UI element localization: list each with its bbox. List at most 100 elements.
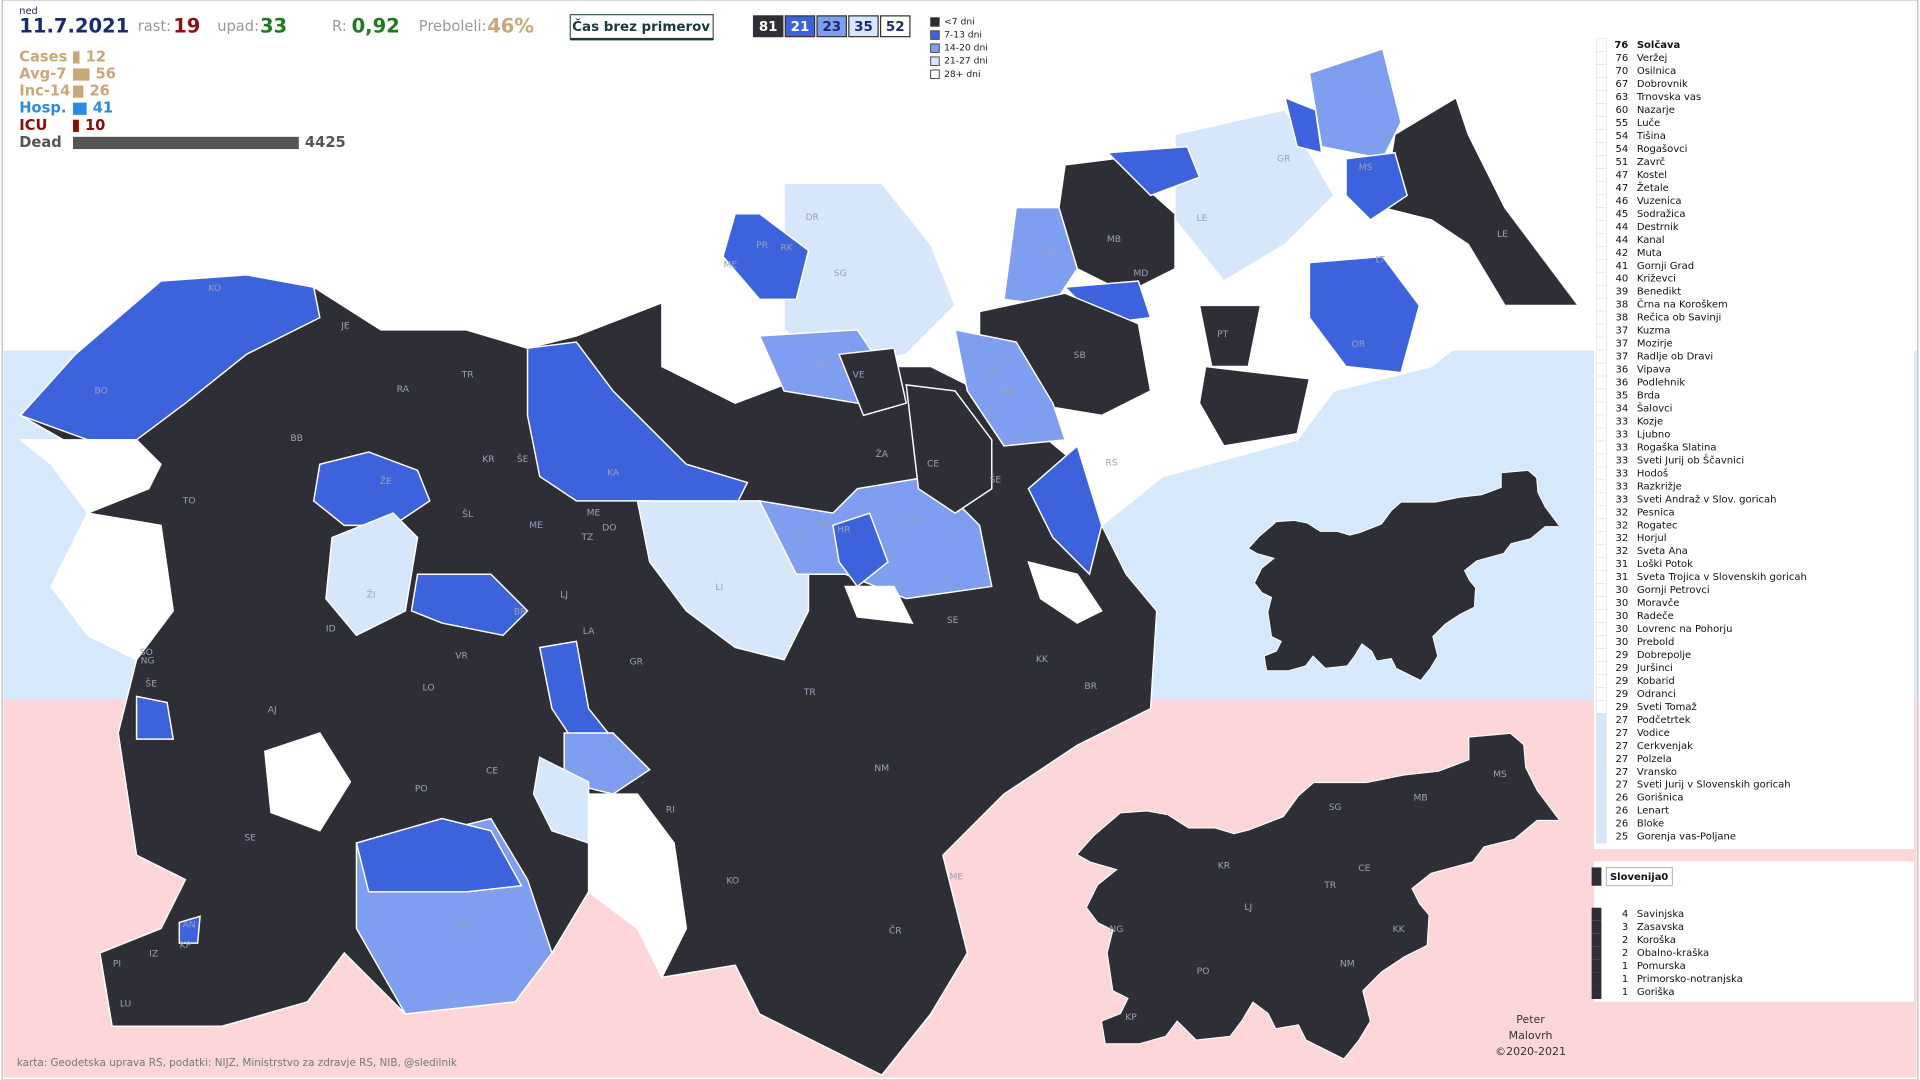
region-swatch bbox=[1591, 972, 1602, 986]
list-swatch bbox=[1596, 661, 1607, 675]
list-days: 33 bbox=[1616, 455, 1629, 466]
list-name: Trnovska vas bbox=[1636, 92, 1701, 103]
map-label: AJ bbox=[268, 704, 277, 715]
count-value: 81 bbox=[759, 20, 778, 35]
list-name: Šalovci bbox=[1637, 401, 1673, 414]
legend-swatch bbox=[930, 56, 940, 66]
map-dark bbox=[1381, 96, 1580, 307]
stat-bar bbox=[73, 51, 80, 64]
region-map-label: PO bbox=[1197, 966, 1210, 977]
map-label: KO bbox=[726, 875, 739, 886]
map-blue bbox=[1308, 255, 1421, 374]
list-name: Sveta Trojica v Slovenskih goricah bbox=[1637, 572, 1807, 583]
region-name: Zasavska bbox=[1637, 922, 1684, 933]
map-label: ME bbox=[723, 260, 737, 271]
list-name: Razkrižje bbox=[1637, 480, 1682, 492]
map-label: MD bbox=[1133, 268, 1148, 279]
list-days: 35 bbox=[1616, 391, 1629, 402]
stat-label: Hosp. bbox=[19, 100, 66, 117]
list-swatch bbox=[1596, 271, 1607, 286]
list-swatch bbox=[1596, 713, 1607, 727]
list-days: 27 bbox=[1616, 780, 1629, 791]
list-swatch bbox=[1596, 492, 1607, 507]
map-label: CE bbox=[486, 765, 498, 776]
list-days: 47 bbox=[1616, 170, 1629, 181]
list-name: Tišina bbox=[1636, 130, 1666, 142]
map-label: NM bbox=[874, 763, 889, 774]
country-frame bbox=[1605, 867, 1673, 887]
list-swatch bbox=[1596, 375, 1607, 390]
legend-label: 21-27 dni bbox=[944, 56, 988, 67]
list-days: 31 bbox=[1616, 572, 1629, 583]
list-days: 30 bbox=[1616, 585, 1629, 596]
list-swatch bbox=[1596, 194, 1607, 208]
legend-label: 14-20 dni bbox=[944, 43, 988, 54]
map-blue bbox=[1106, 145, 1201, 197]
map-label: NG bbox=[141, 655, 155, 666]
weekday: ned bbox=[19, 6, 37, 17]
map-label: LA bbox=[583, 626, 595, 637]
region-map-label: KR bbox=[1218, 861, 1231, 872]
list-days: 27 bbox=[1616, 741, 1629, 752]
list-swatch bbox=[1596, 739, 1607, 753]
button-label[interactable]: Čas brez primerov bbox=[572, 17, 710, 35]
list-name: Juršinci bbox=[1636, 662, 1673, 674]
stat-value: 10 bbox=[85, 117, 105, 134]
button-frame[interactable] bbox=[569, 14, 714, 40]
list-swatch bbox=[1596, 635, 1607, 649]
map-label: TR bbox=[803, 687, 817, 698]
map-blue bbox=[410, 573, 529, 637]
map-label: PO bbox=[415, 784, 428, 795]
map-dark bbox=[838, 347, 908, 417]
list-name: Bloke bbox=[1637, 819, 1664, 830]
stat-value: 26 bbox=[89, 83, 109, 100]
map-light bbox=[325, 512, 419, 637]
map-label: RS bbox=[1105, 458, 1117, 469]
map-label: GR bbox=[1277, 153, 1291, 164]
list-swatch bbox=[1596, 803, 1607, 818]
map-white bbox=[587, 793, 688, 980]
list-name: Vransko bbox=[1637, 767, 1677, 778]
region-swatch bbox=[1591, 920, 1602, 934]
map-label: SE bbox=[1002, 385, 1014, 396]
map-label: SB bbox=[1074, 350, 1086, 361]
count-value: 52 bbox=[886, 20, 905, 35]
list-swatch bbox=[1596, 349, 1607, 364]
list-days: 30 bbox=[1616, 611, 1629, 622]
map-label: VE bbox=[853, 370, 865, 381]
list-name: Podlehnik bbox=[1637, 378, 1686, 389]
list-days: 27 bbox=[1616, 754, 1629, 765]
map-label: KK bbox=[1036, 654, 1049, 665]
list-name: Gornji Grad bbox=[1637, 261, 1694, 272]
list-name: Luče bbox=[1637, 117, 1660, 129]
list-days: 26 bbox=[1616, 793, 1629, 804]
list-name: Gorenja vas-Poljane bbox=[1637, 832, 1736, 843]
date: 11.7.2021 bbox=[19, 14, 129, 37]
header: ned 11.7.2021 rast: 19 upad: 33 R: 0,92 … bbox=[19, 6, 714, 41]
list-days: 26 bbox=[1616, 806, 1629, 817]
map-label: ŽI bbox=[367, 588, 376, 600]
list-swatch bbox=[1596, 648, 1607, 662]
list-swatch bbox=[1596, 752, 1607, 766]
stat-bar bbox=[73, 102, 87, 115]
list-days: 30 bbox=[1616, 637, 1629, 648]
r-value: 0,92 bbox=[352, 14, 400, 37]
country-days: 0 bbox=[1661, 872, 1668, 883]
mode-button[interactable]: Čas brez primerov bbox=[569, 14, 714, 41]
list-swatch bbox=[1596, 518, 1607, 533]
list-swatch bbox=[1596, 427, 1607, 442]
list-name: Prebold bbox=[1637, 637, 1675, 648]
list-days: 29 bbox=[1616, 650, 1629, 661]
map-label: RA bbox=[397, 384, 410, 395]
list-name: Polzela bbox=[1637, 754, 1672, 765]
author: Malovrh bbox=[1509, 1029, 1553, 1042]
map-blue bbox=[312, 451, 431, 527]
list-days: 37 bbox=[1616, 352, 1629, 363]
list-swatch bbox=[1596, 77, 1607, 91]
list-days: 33 bbox=[1616, 429, 1629, 440]
recovered-value: 46% bbox=[487, 14, 534, 37]
region-map-label: CE bbox=[1358, 863, 1370, 874]
map-blue bbox=[135, 695, 175, 740]
